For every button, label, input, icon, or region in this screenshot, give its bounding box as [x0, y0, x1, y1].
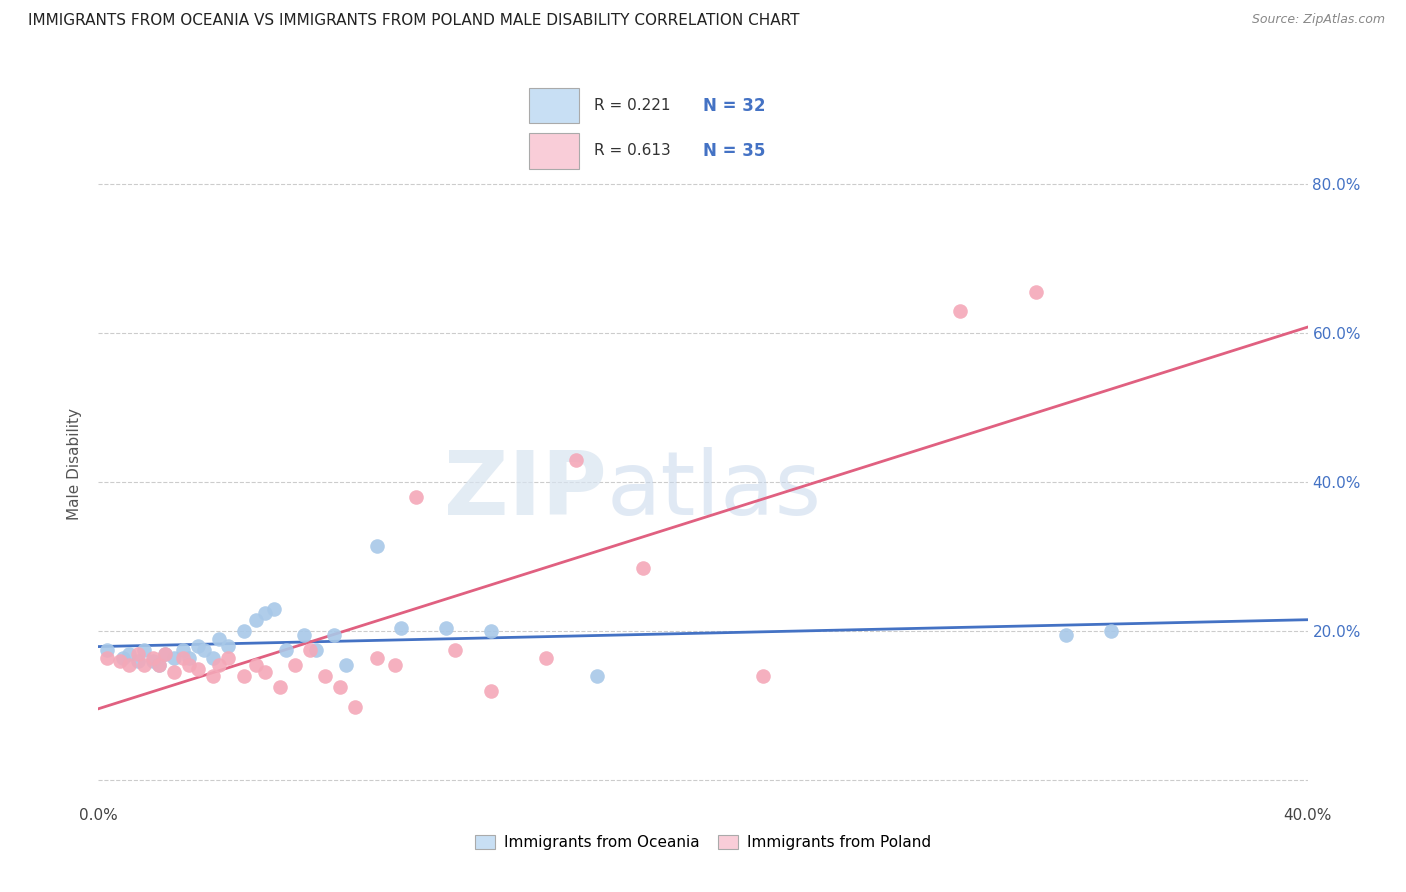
Point: [434, 621, 457, 635]
Point: [118, 657, 141, 672]
Point: [96, 650, 118, 665]
Point: [1054, 628, 1077, 642]
Point: [305, 643, 328, 657]
Point: [153, 647, 176, 661]
Text: Source: ZipAtlas.com: Source: ZipAtlas.com: [1251, 13, 1385, 27]
Point: [127, 647, 149, 661]
FancyBboxPatch shape: [529, 88, 579, 123]
Point: [187, 640, 209, 654]
Point: [631, 561, 654, 575]
Point: [245, 613, 267, 627]
Text: R = 0.613: R = 0.613: [593, 144, 671, 159]
Point: [132, 643, 155, 657]
Y-axis label: Male Disability: Male Disability: [67, 408, 83, 520]
Point: [148, 657, 170, 672]
Point: [405, 491, 427, 505]
Point: [163, 650, 186, 665]
Point: [202, 650, 225, 665]
Point: [132, 657, 155, 672]
Point: [142, 650, 165, 665]
Point: [329, 681, 352, 695]
Point: [111, 650, 134, 665]
Point: [565, 453, 588, 467]
Point: [245, 657, 267, 672]
Point: [148, 657, 170, 672]
Point: [232, 669, 254, 683]
Point: [534, 650, 557, 665]
Point: [1024, 285, 1046, 300]
Point: [193, 643, 215, 657]
Point: [263, 602, 285, 616]
Point: [481, 624, 503, 639]
Point: [752, 669, 775, 683]
Point: [253, 665, 276, 680]
FancyBboxPatch shape: [529, 133, 579, 169]
Point: [163, 665, 186, 680]
Text: atlas: atlas: [606, 448, 821, 534]
Point: [269, 681, 291, 695]
Point: [232, 624, 254, 639]
Point: [366, 650, 388, 665]
Point: [284, 657, 307, 672]
Point: [208, 632, 231, 646]
Point: [172, 643, 194, 657]
Point: [444, 643, 467, 657]
Point: [323, 628, 346, 642]
Point: [217, 650, 239, 665]
Point: [314, 669, 336, 683]
Point: [949, 304, 972, 318]
Point: [299, 643, 322, 657]
Point: [179, 650, 201, 665]
Point: [153, 647, 176, 661]
Point: [179, 657, 201, 672]
Point: [292, 628, 315, 642]
Text: IMMIGRANTS FROM OCEANIA VS IMMIGRANTS FROM POLAND MALE DISABILITY CORRELATION CH: IMMIGRANTS FROM OCEANIA VS IMMIGRANTS FR…: [28, 13, 800, 29]
Point: [172, 650, 194, 665]
Point: [96, 643, 118, 657]
Point: [108, 654, 131, 668]
Point: [586, 669, 609, 683]
Text: R = 0.221: R = 0.221: [593, 98, 671, 113]
Point: [202, 669, 225, 683]
Point: [208, 657, 231, 672]
Point: [253, 606, 276, 620]
Text: ZIP: ZIP: [443, 448, 606, 534]
Text: N = 32: N = 32: [703, 97, 766, 115]
Point: [384, 657, 406, 672]
Point: [274, 643, 297, 657]
Point: [118, 647, 141, 661]
Point: [142, 654, 165, 668]
Text: N = 35: N = 35: [703, 142, 766, 160]
Point: [1099, 624, 1122, 639]
Point: [127, 654, 149, 668]
Point: [335, 657, 357, 672]
Point: [389, 621, 412, 635]
Point: [481, 684, 503, 698]
Point: [344, 700, 367, 714]
Legend: Immigrants from Oceania, Immigrants from Poland: Immigrants from Oceania, Immigrants from…: [468, 829, 938, 856]
Point: [217, 640, 239, 654]
Point: [366, 539, 388, 553]
Point: [187, 662, 209, 676]
